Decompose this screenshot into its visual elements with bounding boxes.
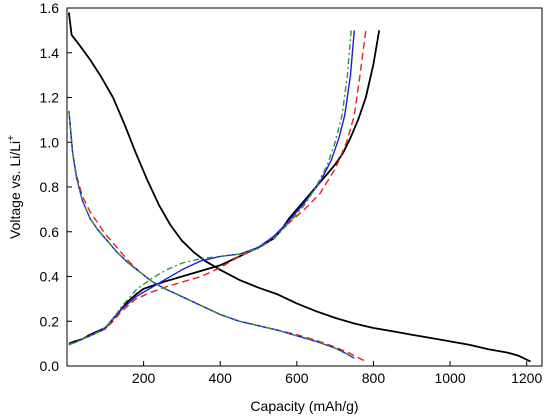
x-tick-label: 600 [285, 370, 309, 386]
x-tick-label: 400 [209, 370, 233, 386]
y-tick-label: 0.6 [40, 224, 60, 240]
x-tick-label: 1200 [511, 370, 542, 386]
y-tick-label: 0.8 [40, 179, 60, 195]
y-axis-title-main: Voltage vs. Li/Li [7, 141, 23, 239]
x-tick-label: 1000 [434, 370, 465, 386]
series-line-5 [68, 30, 355, 346]
series-line-0 [68, 12, 531, 363]
series-line-2 [68, 110, 367, 363]
y-tick-label: 1.0 [40, 134, 60, 150]
x-tick-label: 200 [132, 370, 156, 386]
y-tick-label: 1.4 [40, 45, 60, 61]
y-axis-title-superscript: + [6, 135, 17, 141]
series-line-7 [68, 30, 352, 346]
y-tick-label: 1.2 [40, 90, 60, 106]
series-line-6 [68, 110, 353, 359]
y-axis-title: Voltage vs. Li/Li+ [6, 135, 23, 239]
series-line-1 [68, 30, 381, 345]
series-layer [68, 12, 531, 363]
x-axis-title: Capacity (mAh/g) [250, 398, 358, 414]
y-tick-label: 0.4 [40, 269, 60, 285]
tick-layer: 200 400 600 800 1000 1200 0.0 0.2 0.4 0.6 0.8 1.0 1.… [40, 0, 543, 386]
y-tick-label: 1.6 [40, 0, 60, 16]
plot-frame [66, 7, 543, 367]
y-tick-label: 0.0 [40, 358, 60, 374]
y-tick-label: 0.2 [40, 313, 60, 329]
series-line-3 [68, 30, 367, 346]
x-tick-label: 800 [362, 370, 386, 386]
